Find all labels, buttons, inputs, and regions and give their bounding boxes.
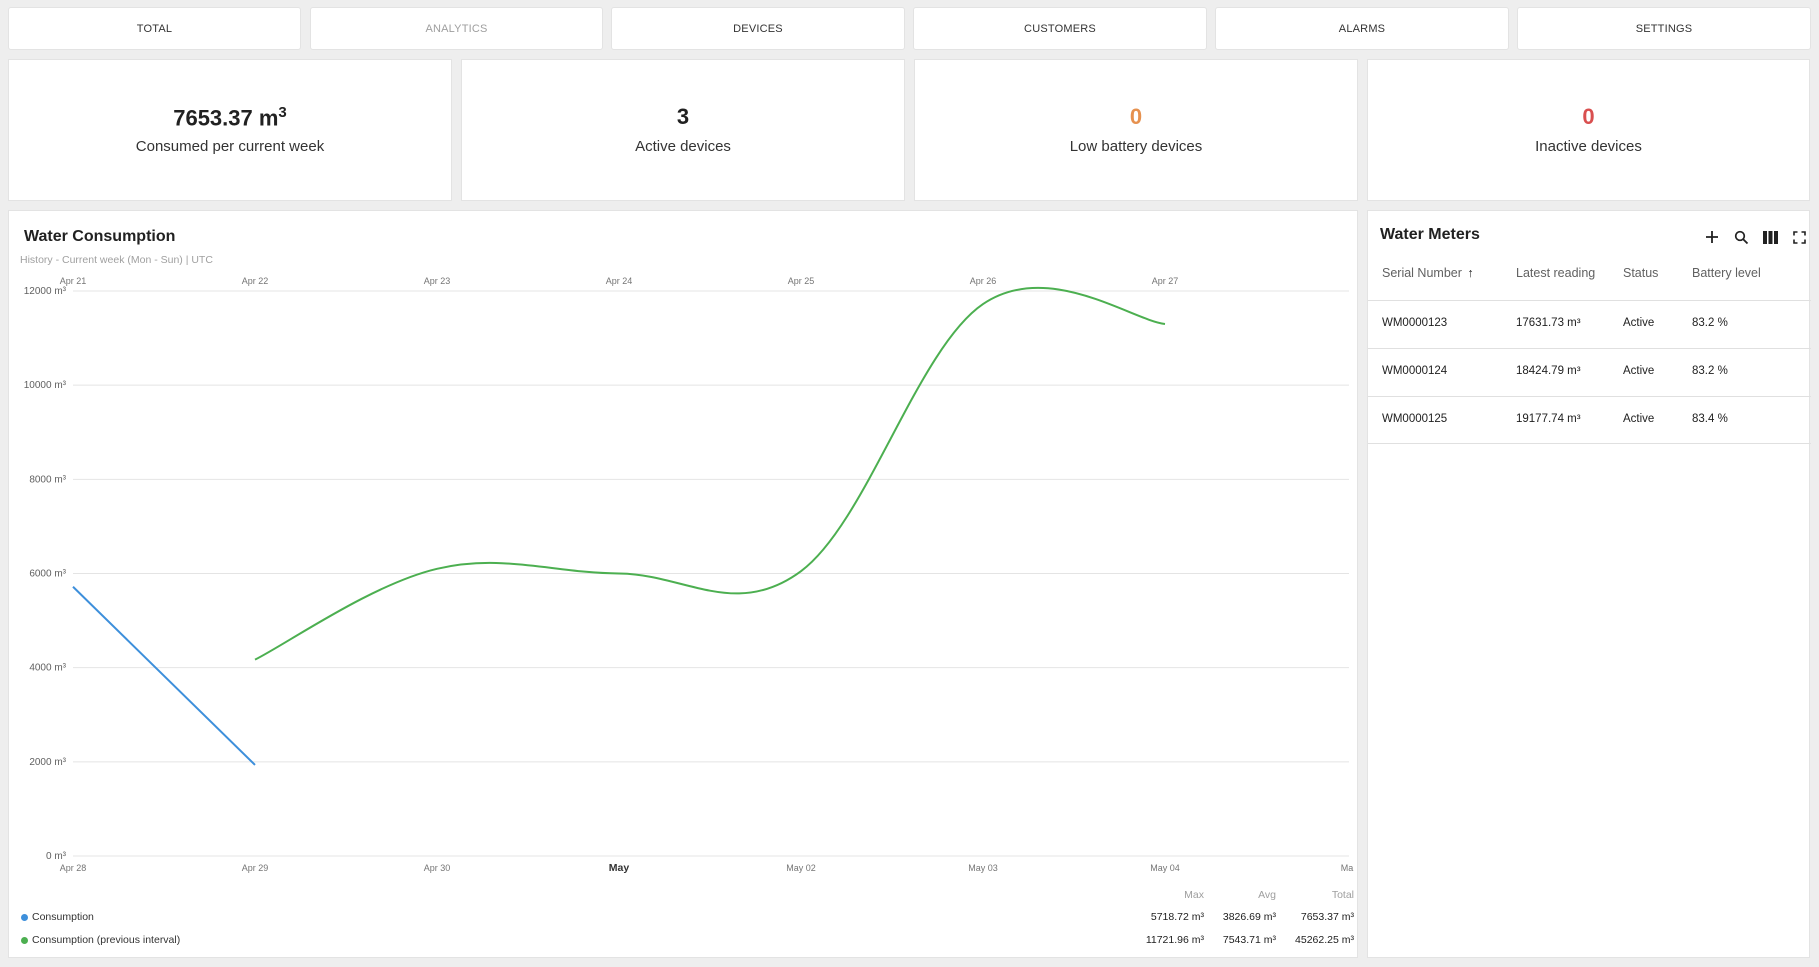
stats-max-header: Max: [1184, 889, 1204, 901]
status-cell: Active: [1623, 317, 1655, 329]
nav-alarms-button[interactable]: ALARMS: [1215, 7, 1509, 50]
y-tick-label: 12000 m³: [24, 286, 67, 297]
legend-consumption[interactable]: Consumption: [21, 911, 94, 923]
x-top-tick-label: Apr 27: [1152, 276, 1179, 286]
x-bottom-tick-label: Apr 28: [60, 863, 87, 873]
y-tick-label: 4000 m³: [29, 663, 66, 674]
active-devices-label: Active devices: [635, 137, 731, 155]
columns-icon[interactable]: [1760, 227, 1780, 247]
low-battery-label: Low battery devices: [1069, 137, 1203, 155]
status-cell: Active: [1623, 413, 1655, 425]
nav-analytics-button[interactable]: ANALYTICS: [310, 7, 603, 50]
legend-label: Consumption: [32, 911, 94, 923]
reading-cell: 18424.79 m³: [1516, 365, 1581, 377]
inactive-card: 0 Inactive devices: [1367, 59, 1810, 201]
column-serial-number[interactable]: Serial Number ↑: [1382, 266, 1474, 280]
nav-settings-button[interactable]: SETTINGS: [1517, 7, 1811, 50]
meters-title: Water Meters: [1380, 226, 1480, 243]
water-meters-card: Water Meters Serial Number ↑ Latest read…: [1367, 210, 1811, 958]
column-status[interactable]: Status: [1623, 266, 1659, 280]
chart-title: Water Consumption: [24, 228, 176, 245]
x-bottom-tick-label: Apr 30: [424, 863, 451, 873]
reading-cell: 19177.74 m³: [1516, 413, 1581, 425]
consumed-card: 7653.37 m3 Consumed per current week: [8, 59, 452, 201]
inactive-value: 0: [1582, 104, 1595, 130]
stats-cell: 7653.37 m³: [1300, 911, 1354, 923]
battery-cell: 83.2 %: [1692, 365, 1728, 377]
stats-cell: 7543.71 m³: [1222, 934, 1276, 946]
add-icon[interactable]: [1702, 227, 1722, 247]
search-icon[interactable]: [1731, 227, 1751, 247]
water-consumption-card: 0 m³ 2000 m³ 4000 m³ 6000 m³ 8000 m³ 10000 m³…: [8, 210, 1358, 958]
y-tick-label: 6000 m³: [29, 569, 66, 580]
chart-subtitle: History - Current week (Mon - Sun) | UTC: [20, 254, 213, 266]
serial-cell: WM0000125: [1382, 413, 1448, 425]
x-bottom-tick-label: Ma: [1341, 863, 1354, 873]
inactive-label: Inactive devices: [1535, 137, 1642, 155]
battery-cell: 83.2 %: [1692, 317, 1728, 329]
nav-devices-button[interactable]: DEVICES: [611, 7, 905, 50]
consumed-label: Consumed per current week: [135, 138, 325, 156]
stats-cell: 3826.69 m³: [1222, 911, 1276, 923]
x-bottom-tick-label: May 04: [1150, 863, 1180, 873]
y-tick-label: 8000 m³: [29, 474, 66, 485]
legend-dot-icon: [21, 936, 28, 944]
x-bottom-tick-label: May 03: [968, 863, 998, 873]
status-cell: Active: [1623, 365, 1655, 377]
consumption-chart: 0 m³ 2000 m³ 4000 m³ 6000 m³ 8000 m³ 10000 m³…: [24, 276, 1354, 874]
active-devices-card: 3 Active devices: [461, 59, 905, 201]
previous-interval-series-line: [254, 286, 1166, 661]
stats-cell: 11721.96 m³: [1145, 934, 1204, 946]
y-tick-label: 2000 m³: [29, 757, 66, 768]
column-battery-level[interactable]: Battery level: [1692, 266, 1761, 280]
sort-ascending-icon: ↑: [1467, 266, 1474, 280]
stats-cell: 45262.25 m³: [1295, 934, 1354, 946]
active-devices-value: 3: [676, 104, 690, 130]
serial-cell: WM0000123: [1382, 317, 1448, 329]
x-bottom-tick-label: May 02: [786, 863, 816, 873]
stats-avg-header: Avg: [1258, 889, 1276, 901]
y-tick-label: 10000 m³: [24, 380, 67, 391]
nav-customers-button[interactable]: CUSTOMERS: [913, 7, 1207, 50]
consumed-value: 7653.37 m3: [173, 103, 287, 131]
battery-cell: 83.4 %: [1692, 413, 1728, 425]
stats-cell: 5718.72 m³: [1150, 911, 1204, 923]
stats-total-header: Total: [1331, 889, 1354, 901]
fullscreen-icon[interactable]: [1789, 227, 1809, 247]
low-battery-value: 0: [1129, 104, 1143, 130]
serial-cell: WM0000124: [1382, 365, 1448, 377]
x-bottom-tick-label: Apr 29: [242, 863, 269, 873]
legend-previous[interactable]: Consumption (previous interval): [21, 934, 180, 946]
y-tick-label: 0 m³: [46, 851, 67, 862]
low-battery-card: 0 Low battery devices: [914, 59, 1358, 201]
consumption-series-line: [72, 586, 256, 766]
table-row[interactable]: WM0000125 19177.74 m³ Active 83.4 %: [1368, 396, 1811, 444]
x-top-tick-label: Apr 24: [606, 276, 633, 286]
x-bottom-tick-label: May: [609, 862, 630, 874]
x-top-tick-label: Apr 26: [970, 276, 997, 286]
x-top-tick-label: Apr 23: [424, 276, 451, 286]
column-latest-reading[interactable]: Latest reading: [1516, 266, 1596, 280]
table-row[interactable]: WM0000124 18424.79 m³ Active 83.2 %: [1368, 348, 1811, 396]
legend-dot-icon: [21, 913, 28, 921]
table-row[interactable]: WM0000123 17631.73 m³ Active 83.2 %: [1368, 300, 1811, 348]
x-top-tick-label: Apr 21: [60, 276, 87, 286]
reading-cell: 17631.73 m³: [1516, 317, 1581, 329]
x-top-tick-label: Apr 22: [242, 276, 269, 286]
x-top-tick-label: Apr 25: [788, 276, 815, 286]
legend-label: Consumption (previous interval): [32, 934, 181, 946]
nav-total-button[interactable]: TOTAL: [8, 7, 301, 50]
